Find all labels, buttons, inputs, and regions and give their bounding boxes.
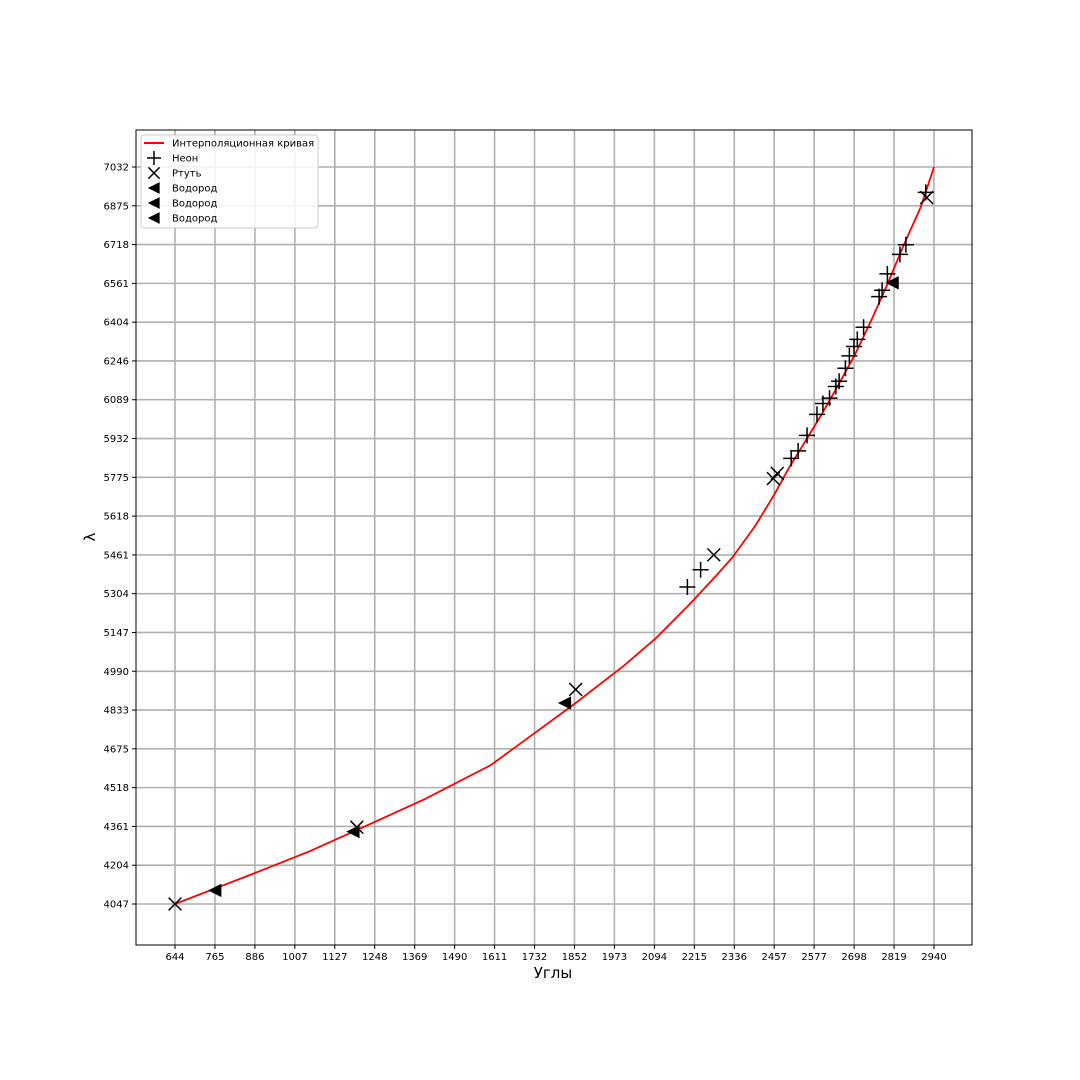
hydrogen-point xyxy=(557,696,572,710)
y-tick-label: 5147 xyxy=(104,628,129,639)
hydrogen-point xyxy=(208,883,222,898)
y-tick-label: 6875 xyxy=(104,201,129,212)
mercury-point xyxy=(770,466,785,481)
legend-marker-swatch xyxy=(147,151,161,165)
x-tick-label: 2336 xyxy=(722,952,747,963)
y-tick-label: 6246 xyxy=(104,356,129,367)
neon-point xyxy=(841,347,858,364)
legend-label: Водород xyxy=(172,199,217,210)
legend-label: Ртуть xyxy=(172,169,202,180)
y-tick-label: 5775 xyxy=(104,473,129,484)
x-tick-label: 2940 xyxy=(921,952,946,963)
y-tick-label: 4675 xyxy=(104,744,129,755)
y-tick-label: 5461 xyxy=(104,550,129,561)
y-tick-label: 4361 xyxy=(104,822,129,833)
y-tick-label: 4204 xyxy=(104,861,129,872)
y-tick-label: 4518 xyxy=(104,783,129,794)
axis-ticks: 644 765 886 1007 1127 1248 1369 1490 1611 1732 185… xyxy=(104,163,947,964)
neon-point xyxy=(808,406,825,423)
legend-label: Неон xyxy=(172,154,198,165)
x-tick-label: 644 xyxy=(165,952,184,963)
legend-marker-swatch xyxy=(147,212,160,224)
legend-box xyxy=(140,134,319,229)
neon-point xyxy=(849,331,866,348)
x-tick-label: 1611 xyxy=(482,952,507,963)
x-tick-label: 1127 xyxy=(322,952,347,963)
x-tick-label: 1732 xyxy=(522,952,547,963)
x-tick-label: 2457 xyxy=(761,952,786,963)
neon-point xyxy=(897,236,914,253)
x-tick-label: 2215 xyxy=(682,952,707,963)
x-tick-label: 2577 xyxy=(801,952,826,963)
legend-marker-swatch xyxy=(147,182,160,194)
x-tick-label: 2819 xyxy=(881,952,906,963)
markers-layer xyxy=(168,184,934,911)
legend-marker-swatch xyxy=(147,166,161,180)
legend-label: Водород xyxy=(172,214,217,225)
y-tick-label: 4047 xyxy=(104,900,129,911)
y-tick-label: 6561 xyxy=(104,279,129,290)
x-tick-label: 1852 xyxy=(562,952,587,963)
neon-point xyxy=(846,338,863,355)
y-tick-label: 5618 xyxy=(104,512,129,523)
neon-point xyxy=(879,265,896,282)
y-axis-label: λ xyxy=(81,532,99,541)
neon-point xyxy=(799,427,816,444)
neon-point xyxy=(837,360,854,377)
neon-point xyxy=(871,288,888,305)
hydrogen-point xyxy=(346,825,360,839)
neon-point xyxy=(874,282,891,299)
x-tick-label: 1248 xyxy=(362,952,387,963)
y-tick-label: 5932 xyxy=(104,434,129,445)
legend-label: Интерполяционная кривая xyxy=(172,139,314,150)
y-tick-label: 6089 xyxy=(104,395,129,406)
y-tick-label: 5304 xyxy=(104,589,129,600)
mercury-point xyxy=(168,897,182,911)
x-tick-label: 1490 xyxy=(442,952,467,963)
x-tick-label: 1007 xyxy=(282,952,307,963)
y-tick-label: 6404 xyxy=(104,318,129,329)
legend-label: Водород xyxy=(172,184,217,195)
neon-point xyxy=(692,561,709,578)
plot-frame xyxy=(135,129,973,946)
x-axis-label: Углы xyxy=(534,964,572,982)
legend-marker-swatch xyxy=(147,197,160,209)
mercury-point xyxy=(568,682,583,697)
x-tick-label: 2698 xyxy=(841,952,866,963)
hydrogen-point xyxy=(885,276,899,290)
neon-point xyxy=(855,319,872,336)
mercury-point xyxy=(706,547,721,562)
y-tick-label: 7032 xyxy=(104,163,129,174)
mercury-point xyxy=(919,190,934,205)
x-tick-label: 2094 xyxy=(642,952,667,963)
neon-point xyxy=(790,442,807,459)
neon-point xyxy=(783,450,800,467)
x-tick-label: 886 xyxy=(245,952,264,963)
legend: Интерполяционная кривая Неон Ртуть Водород В… xyxy=(140,134,319,229)
neon-point xyxy=(679,578,696,595)
neon-point xyxy=(831,373,848,390)
y-tick-label: 6718 xyxy=(104,240,129,251)
x-tick-label: 1973 xyxy=(602,952,627,963)
neon-point xyxy=(821,390,838,407)
y-tick-label: 4990 xyxy=(104,667,129,678)
x-tick-label: 765 xyxy=(205,952,224,963)
grid-lines xyxy=(136,130,972,945)
y-tick-label: 4833 xyxy=(104,706,129,717)
x-tick-label: 1369 xyxy=(402,952,427,963)
neon-point xyxy=(891,246,908,263)
